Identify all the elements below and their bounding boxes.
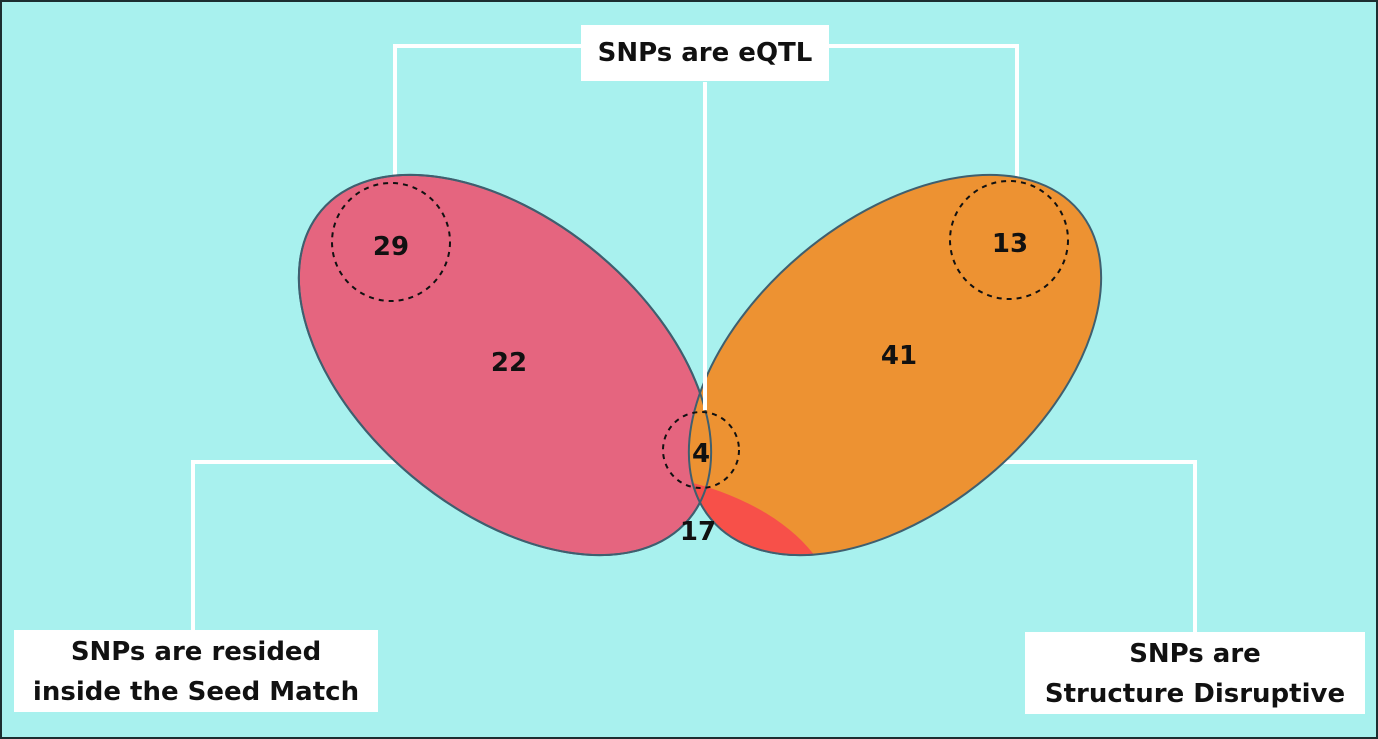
structure-label-line2: Structure Disruptive bbox=[1044, 679, 1346, 709]
seed-match-connector bbox=[191, 460, 458, 632]
seed-match-label-line1: SNPs are resided bbox=[70, 637, 322, 667]
eqtl-connector-left bbox=[393, 44, 583, 188]
seed-match-outline bbox=[297, 173, 713, 557]
eqtl-label: SNPs are eQTL bbox=[581, 25, 829, 81]
eqtl-connector-right bbox=[827, 44, 1019, 186]
count-structure-only: 41 bbox=[881, 341, 917, 371]
eqtl-circles bbox=[331, 180, 1069, 489]
count-overlap-eqtl: 4 bbox=[692, 439, 710, 469]
overlap-region bbox=[687, 470, 837, 557]
structure-eqtl-circle bbox=[949, 180, 1069, 300]
count-seed-eqtl: 29 bbox=[373, 232, 409, 262]
seed-match-label: SNPs are resided inside the Seed Match bbox=[14, 630, 378, 712]
count-overlap-only: 17 bbox=[680, 517, 716, 547]
structure-label-line1: SNPs are bbox=[1129, 639, 1261, 669]
structure-label: SNPs are Structure Disruptive bbox=[1025, 632, 1365, 714]
overlap-eqtl-circle bbox=[662, 411, 740, 489]
structure-connector bbox=[935, 460, 1197, 632]
seed-match-label-line2: inside the Seed Match bbox=[32, 677, 360, 707]
count-structure-eqtl: 13 bbox=[992, 229, 1028, 259]
eqtl-label-text: SNPs are eQTL bbox=[597, 38, 813, 68]
seed-eqtl-circle bbox=[331, 182, 451, 302]
count-seed-only: 22 bbox=[491, 348, 527, 378]
